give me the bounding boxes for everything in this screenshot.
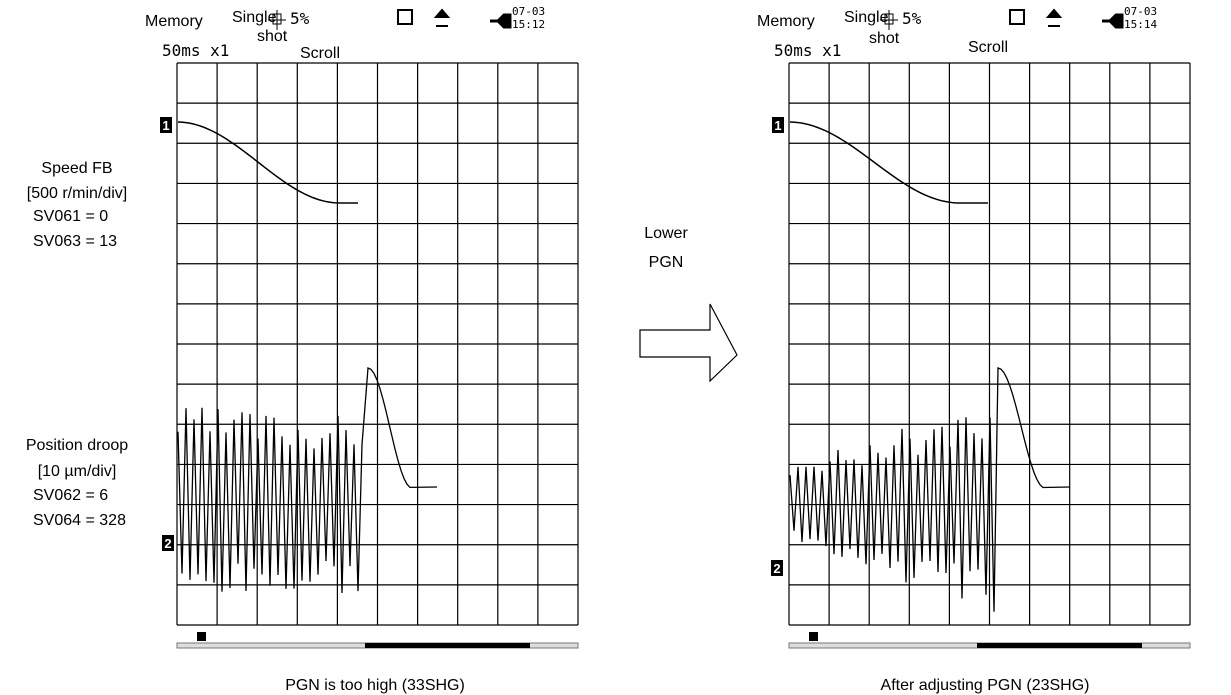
arrow [640, 304, 737, 381]
channel-marker-label: 2 [773, 561, 780, 576]
icon [1048, 10, 1060, 26]
pretrigger: 5% [902, 9, 922, 28]
channel-label: SV063 = 13 [33, 233, 117, 250]
channel-label: SV064 = 328 [33, 512, 126, 529]
trigger: Single [232, 9, 277, 26]
channel-marker-label: 1 [162, 118, 169, 133]
display-mode: Scroll [968, 39, 1008, 56]
power-icon [1102, 15, 1122, 27]
channel-marker-label: 2 [164, 536, 171, 551]
power-icon [490, 15, 510, 27]
channel-label: Position droop [26, 437, 128, 454]
icon [1010, 10, 1024, 24]
date: 07-03 [512, 5, 545, 18]
display-mode: Scroll [300, 45, 340, 62]
time: 15:12 [512, 18, 545, 31]
icon [398, 10, 412, 24]
channel-label: Speed FB [41, 160, 112, 177]
channel-label: [10 µm/div] [38, 463, 117, 480]
trigger-marker [197, 632, 206, 641]
arrow-label: PGN [649, 254, 684, 271]
timebase: 50ms x1 [774, 41, 841, 60]
caption: PGN is too high (33SHG) [285, 677, 465, 694]
trigger-marker [809, 632, 818, 641]
waveform [790, 368, 1070, 612]
icon [436, 10, 448, 26]
channel-label: SV061 = 0 [33, 208, 108, 225]
channel-label: SV062 = 6 [33, 487, 108, 504]
waveform [178, 122, 358, 203]
trigger: shot [257, 28, 288, 45]
waveform [790, 122, 988, 203]
pretrigger: 5% [290, 9, 310, 28]
channel-marker-label: 1 [774, 118, 781, 133]
caption: After adjusting PGN (23SHG) [881, 677, 1090, 694]
arrow-label: Lower [644, 225, 688, 242]
timebase: 50ms x1 [162, 41, 229, 60]
trigger: shot [869, 30, 900, 47]
scrollbar-thumb [365, 643, 530, 648]
diagram: Lower PGN Speed FB [500 r/min/div] SV061 =… [0, 0, 1231, 695]
time: 15:14 [1124, 18, 1157, 31]
date: 07-03 [1124, 5, 1157, 18]
scrollbar-thumb [977, 643, 1142, 648]
mode: Memory [757, 13, 815, 30]
trigger: Single [844, 9, 889, 26]
channel-label: [500 r/min/div] [27, 185, 127, 202]
mode: Memory [145, 13, 203, 30]
